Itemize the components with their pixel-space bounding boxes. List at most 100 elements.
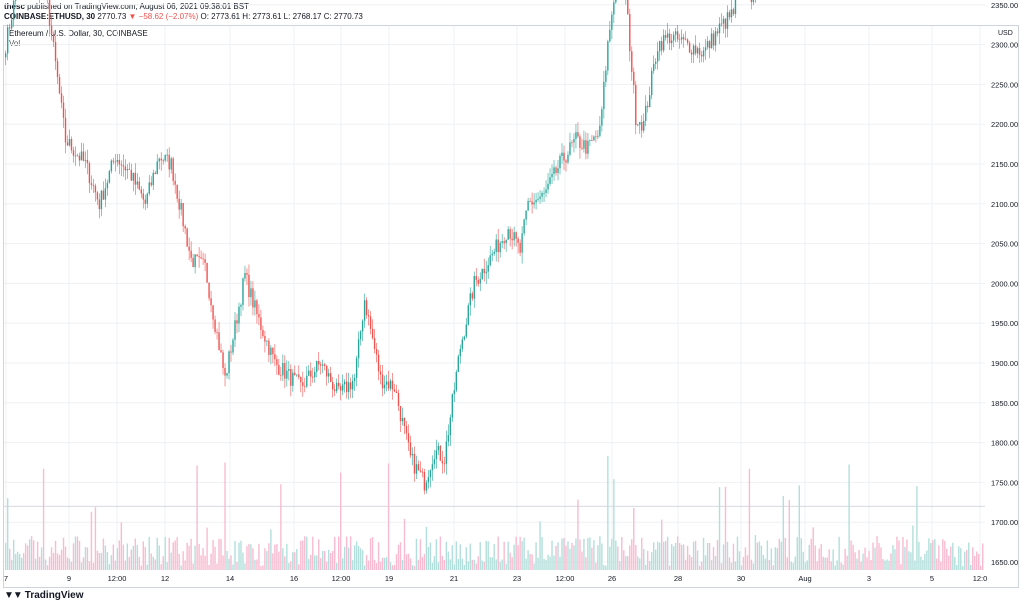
candle-body [84, 159, 87, 161]
volume-bar [449, 559, 452, 570]
volume-bar [417, 559, 420, 570]
volume-bar [936, 558, 938, 570]
candle-body [318, 360, 320, 365]
volume-bar [902, 536, 904, 570]
candle-body [499, 242, 501, 253]
volume-bar [30, 536, 33, 570]
candle-body [567, 154, 569, 163]
volume-bar [222, 555, 224, 570]
volume-bar [756, 542, 759, 570]
volume-bar [653, 542, 655, 570]
volume-bar [595, 562, 597, 570]
candle-body [158, 158, 160, 162]
candle-body [397, 393, 400, 407]
candle-body [248, 274, 250, 298]
volume-bar [274, 544, 276, 570]
volume-bar [734, 561, 737, 570]
volume-bar [882, 559, 884, 570]
volume-bar [8, 548, 11, 570]
volume-bar [341, 558, 344, 570]
volume-bar [932, 540, 934, 570]
candle-body [238, 306, 240, 324]
candle-body [459, 348, 462, 357]
volume-bar [694, 540, 697, 570]
candle-body [706, 41, 709, 48]
candle-body [186, 228, 188, 247]
candle-body [339, 386, 342, 391]
volume-bar [140, 565, 142, 570]
volume-bar [732, 543, 735, 570]
candle-body [202, 258, 204, 260]
volume-bar [742, 557, 745, 570]
volume-bar [585, 557, 587, 570]
volume-bar [128, 557, 131, 570]
candle-body [732, 9, 735, 15]
volume-bar [982, 543, 984, 570]
volume-bar [333, 536, 336, 570]
volume-bar [330, 552, 332, 570]
volume-bar [122, 544, 125, 570]
volume-bar [808, 544, 810, 570]
volume-bar [724, 486, 727, 570]
candle-body [447, 435, 450, 442]
candle-body [96, 192, 99, 200]
volume-bar [780, 541, 783, 570]
volume-bar [495, 559, 497, 570]
tradingview-brand[interactable]: ▼▼ TradingView [4, 590, 84, 601]
volume-bar [760, 545, 763, 570]
candle-body [298, 374, 300, 378]
volume-bar [900, 564, 902, 570]
x-tick-label: Aug [798, 574, 811, 583]
x-tick-label: 30 [737, 574, 745, 583]
volume-bar [234, 540, 236, 570]
candle-body [417, 464, 420, 471]
volume-bar [818, 548, 820, 570]
volume-bar [710, 560, 713, 570]
candle-body [615, 0, 617, 3]
volume-bar [551, 540, 553, 570]
volume-bar [645, 564, 647, 570]
volume-bar [842, 564, 844, 570]
candle-body [194, 254, 196, 268]
y-tick-label: 1700.00 [991, 518, 1018, 527]
candle-body [714, 31, 717, 46]
volume-bar [268, 543, 270, 570]
volume-bar [790, 561, 792, 570]
candle-body [361, 320, 364, 332]
candle-body [415, 464, 418, 474]
volume-bar [752, 563, 755, 570]
candle-body [533, 202, 535, 205]
volume-bar [411, 565, 414, 570]
candle-body [439, 445, 442, 461]
x-tick-label: 7 [4, 574, 8, 583]
volume-bar [770, 548, 773, 570]
volume-bar [326, 561, 328, 570]
y-tick-label: 1750.00 [991, 478, 1018, 487]
candle-body [212, 305, 214, 320]
candle-body [579, 136, 581, 148]
volume-bar [894, 549, 896, 570]
candle-body [565, 160, 567, 163]
volume-bar [324, 551, 326, 570]
x-tick-label: 19 [385, 574, 393, 583]
volume-bar [579, 539, 581, 570]
candle-body [174, 180, 176, 185]
volume-bar [36, 541, 39, 570]
volume-bar [258, 543, 260, 570]
candle-body [258, 314, 260, 318]
candle-body [511, 238, 513, 241]
volume-bar [254, 559, 256, 570]
volume-bar [60, 549, 63, 570]
volume-bar [521, 541, 523, 570]
y-tick-label: 2100.00 [991, 200, 1018, 209]
volume-bar [722, 544, 725, 570]
volume-bar [768, 559, 771, 570]
volume-bar [433, 556, 436, 570]
volume-bar [371, 537, 374, 570]
volume-bar [651, 552, 653, 570]
candle-body [583, 140, 585, 149]
candle-body [240, 304, 242, 307]
candle-body [437, 445, 440, 451]
volume-bar [204, 555, 206, 570]
